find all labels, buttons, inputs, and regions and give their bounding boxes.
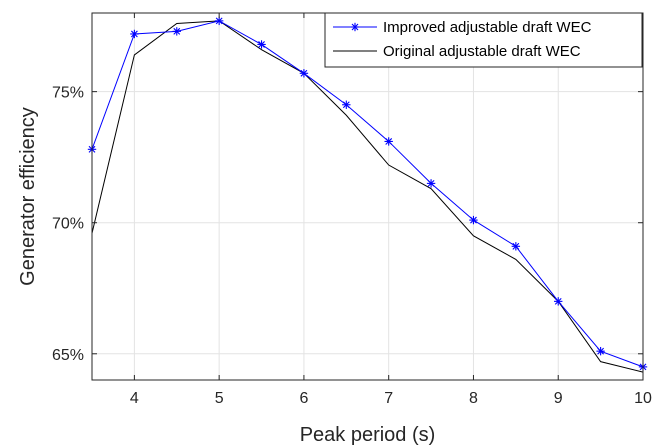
legend: Improved adjustable draft WEC Original ad… (324, 12, 643, 68)
data-point-marker (130, 29, 139, 39)
data-point-marker (342, 100, 351, 109)
y-tick-label: 65% (52, 347, 84, 364)
x-tick-label: 4 (130, 390, 139, 407)
data-point-marker (299, 69, 309, 78)
y-axis-label: Generator efficiency (17, 107, 39, 286)
x-axis-label: Peak period (s) (300, 424, 436, 445)
data-point-marker (426, 179, 436, 188)
data-point-marker (384, 137, 393, 146)
x-tick-label: 8 (469, 390, 478, 407)
data-point-marker (554, 297, 563, 306)
legend-marker (350, 22, 360, 32)
data-point-marker (596, 346, 605, 356)
legend-entry-label: Original adjustable draft WEC (383, 43, 581, 60)
grid-lines (92, 13, 644, 380)
x-tick-label: 5 (215, 390, 224, 407)
data-point-marker (511, 242, 521, 251)
y-tick-label: 75% (52, 85, 84, 102)
data-point-marker (214, 16, 224, 26)
axis-ticks: 4 5 6 7 8 9 10 65% 70% 75% (52, 13, 652, 407)
x-tick-label: 9 (554, 390, 563, 407)
x-tick-label: 10 (634, 390, 652, 407)
y-tick-label: 70% (52, 216, 84, 233)
series-line-improved-adjustable-draft-wec (91, 20, 644, 368)
series-line-original-adjustable-draft-wec (91, 20, 644, 373)
x-tick-label: 6 (299, 390, 308, 407)
legend-entry-label: Improved adjustable draft WEC (383, 19, 592, 36)
data-point-marker (257, 40, 266, 49)
plot-frame (91, 12, 644, 381)
data-point-marker (172, 27, 181, 36)
data-point-marker (469, 215, 478, 225)
series-layer (87, 16, 648, 373)
x-tick-label: 7 (384, 390, 393, 407)
legend-box (324, 12, 643, 68)
